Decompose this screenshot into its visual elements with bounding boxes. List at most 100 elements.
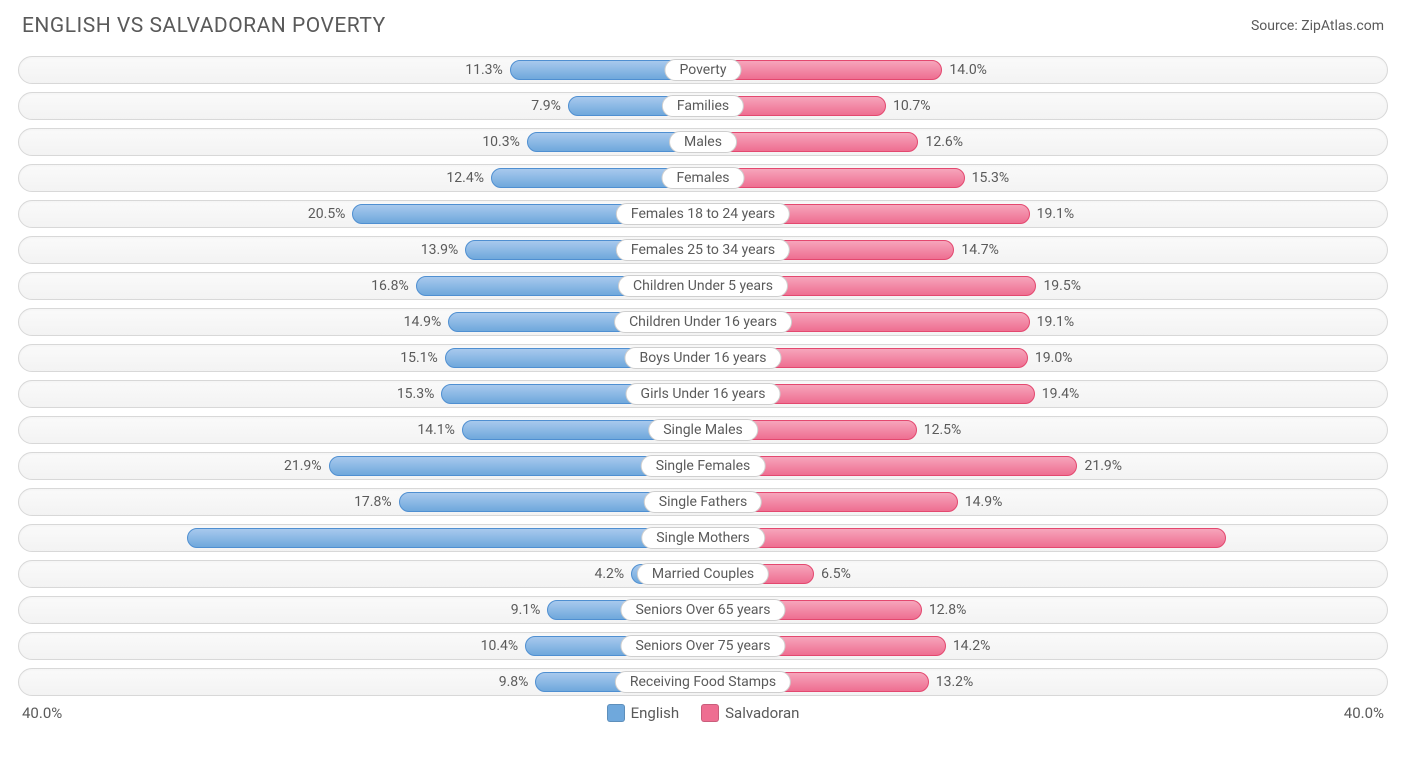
- row-category-label: Families: [662, 95, 744, 117]
- value-english: 16.8%: [371, 278, 409, 294]
- row-right: 19.0%: [703, 345, 1387, 371]
- row-right: 13.2%: [703, 669, 1387, 695]
- row-left: 9.8%: [19, 669, 703, 695]
- value-english: 20.5%: [308, 206, 346, 222]
- row-left: 17.8%: [19, 489, 703, 515]
- chart-title: ENGLISH VS SALVADORAN POVERTY: [22, 14, 386, 38]
- value-salvadoran: 19.5%: [1043, 278, 1081, 294]
- value-english: 13.9%: [421, 242, 459, 258]
- row-left: 14.9%: [19, 309, 703, 335]
- row-category-label: Females 18 to 24 years: [616, 203, 790, 225]
- chart-row: 17.8% 14.9% Single Fathers: [18, 488, 1388, 516]
- value-salvadoran: 14.9%: [965, 494, 1003, 510]
- chart-row: 4.2%6.5%Married Couples: [18, 560, 1388, 588]
- chart-row: 11.3% 14.0% Poverty: [18, 56, 1388, 84]
- row-category-label: Seniors Over 65 years: [620, 599, 785, 621]
- value-english: 7.9%: [531, 98, 561, 114]
- row-category-label: Females: [662, 167, 745, 189]
- row-category-label: Children Under 16 years: [614, 311, 792, 333]
- chart-footer: 40.0% English Salvadoran 40.0%: [18, 704, 1388, 722]
- value-salvadoran: 13.2%: [936, 674, 974, 690]
- bar-english: 30.2%: [187, 528, 703, 548]
- row-category-label: Single Fathers: [644, 491, 762, 513]
- value-english: 4.2%: [595, 566, 625, 582]
- chart-row: 21.9% 21.9% Single Females: [18, 452, 1388, 480]
- value-english: 15.3%: [397, 386, 435, 402]
- value-salvadoran: 12.5%: [924, 422, 962, 438]
- value-salvadoran: 12.6%: [925, 134, 963, 150]
- row-left: 4.2%: [19, 561, 703, 587]
- value-salvadoran: 15.3%: [972, 170, 1010, 186]
- legend-swatch-salvadoran: [701, 704, 719, 722]
- row-left: 12.4%: [19, 165, 703, 191]
- row-category-label: Boys Under 16 years: [624, 347, 781, 369]
- row-left: 7.9%: [19, 93, 703, 119]
- row-category-label: Females 25 to 34 years: [616, 239, 790, 261]
- source-link[interactable]: ZipAtlas.com: [1301, 18, 1384, 34]
- row-right: 30.6%: [703, 525, 1387, 551]
- source-prefix: Source:: [1251, 18, 1301, 34]
- row-left: 30.2%: [19, 525, 703, 551]
- chart-row: 13.9% 14.7%Females 25 to 34 years: [18, 236, 1388, 264]
- chart-row: 9.8%13.2%Receiving Food Stamps: [18, 668, 1388, 696]
- chart-header: ENGLISH VS SALVADORAN POVERTY Source: Zi…: [18, 14, 1388, 38]
- row-left: 11.3%: [19, 57, 703, 83]
- diverging-bar-chart: 11.3%14.0%Poverty7.9%10.7%Families10.3%1…: [18, 56, 1388, 696]
- row-right: 19.4%: [703, 381, 1387, 407]
- row-right: 21.9%: [703, 453, 1387, 479]
- value-salvadoran: 19.1%: [1037, 314, 1075, 330]
- row-right: 15.3%: [703, 165, 1387, 191]
- chart-row: 9.1% 12.8% Seniors Over 65 years: [18, 596, 1388, 624]
- row-category-label: Poverty: [664, 59, 741, 81]
- value-salvadoran: 14.0%: [949, 62, 987, 78]
- legend: English Salvadoran: [607, 704, 800, 722]
- row-right: 6.5%: [703, 561, 1387, 587]
- row-left: 10.3%: [19, 129, 703, 155]
- value-salvadoran: 19.1%: [1037, 206, 1075, 222]
- legend-item-salvadoran: Salvadoran: [701, 704, 799, 722]
- chart-row: 14.9% 19.1% Children Under 16 years: [18, 308, 1388, 336]
- row-category-label: Males: [669, 131, 737, 153]
- row-left: 9.1%: [19, 597, 703, 623]
- value-salvadoran: 19.4%: [1042, 386, 1080, 402]
- bar-salvadoran: 30.6%: [703, 528, 1226, 548]
- chart-row: 10.3% 12.6% Males: [18, 128, 1388, 156]
- value-english: 21.9%: [284, 458, 322, 474]
- legend-item-english: English: [607, 704, 680, 722]
- value-english: 9.1%: [511, 602, 541, 618]
- value-english: 10.4%: [481, 638, 519, 654]
- value-salvadoran: 19.0%: [1035, 350, 1073, 366]
- row-right: 14.7%: [703, 237, 1387, 263]
- row-left: 15.1%: [19, 345, 703, 371]
- chart-row: 15.3% 19.4% Girls Under 16 years: [18, 380, 1388, 408]
- value-salvadoran: 10.7%: [893, 98, 931, 114]
- value-english: 10.3%: [482, 134, 520, 150]
- chart-row: 30.2%30.6%Single Mothers: [18, 524, 1388, 552]
- row-right: 19.1%: [703, 201, 1387, 227]
- chart-row: 12.4% 15.3% Females: [18, 164, 1388, 192]
- row-right: 14.9%: [703, 489, 1387, 515]
- row-right: 12.5%: [703, 417, 1387, 443]
- row-left: 13.9%: [19, 237, 703, 263]
- legend-swatch-english: [607, 704, 625, 722]
- chart-row: 16.8%19.5%Children Under 5 years: [18, 272, 1388, 300]
- row-left: 21.9%: [19, 453, 703, 479]
- value-salvadoran: 21.9%: [1084, 458, 1122, 474]
- row-right: 10.7%: [703, 93, 1387, 119]
- row-category-label: Single Males: [648, 419, 758, 441]
- row-left: 10.4%: [19, 633, 703, 659]
- chart-row: 15.1% 19.0% Boys Under 16 years: [18, 344, 1388, 372]
- legend-label-english: English: [631, 704, 680, 722]
- chart-source: Source: ZipAtlas.com: [1251, 18, 1384, 34]
- value-english: 9.8%: [499, 674, 529, 690]
- value-english: 14.1%: [417, 422, 455, 438]
- value-english: 15.1%: [400, 350, 438, 366]
- row-category-label: Single Mothers: [641, 527, 765, 549]
- row-category-label: Girls Under 16 years: [626, 383, 781, 405]
- chart-row: 14.1% 12.5% Single Males: [18, 416, 1388, 444]
- value-salvadoran: 12.8%: [929, 602, 967, 618]
- axis-left-max: 40.0%: [22, 704, 62, 722]
- value-english: 11.3%: [465, 62, 503, 78]
- value-english: 12.4%: [446, 170, 484, 186]
- row-category-label: Single Females: [641, 455, 766, 477]
